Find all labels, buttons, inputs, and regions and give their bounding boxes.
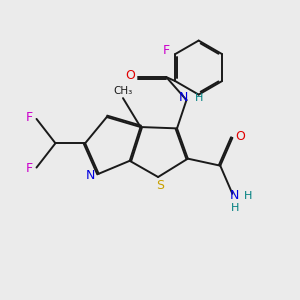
Text: N: N (85, 169, 95, 182)
Text: F: F (26, 111, 32, 124)
Text: N: N (178, 92, 188, 104)
Text: F: F (163, 44, 170, 57)
Text: S: S (156, 179, 164, 192)
Text: O: O (235, 130, 245, 143)
Text: N: N (230, 189, 239, 202)
Text: F: F (26, 162, 32, 176)
Text: CH₃: CH₃ (113, 85, 133, 96)
Text: O: O (125, 69, 135, 82)
Text: H: H (230, 203, 239, 213)
Text: H: H (194, 93, 203, 103)
Text: H: H (244, 191, 252, 201)
